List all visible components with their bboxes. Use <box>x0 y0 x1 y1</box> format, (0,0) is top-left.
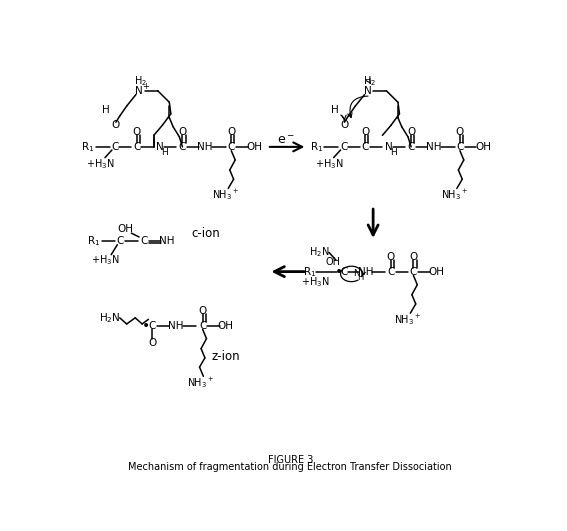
Text: H$_2$N: H$_2$N <box>308 245 329 259</box>
Text: OH: OH <box>475 142 491 152</box>
Text: C: C <box>117 236 124 246</box>
Text: z-ion: z-ion <box>211 350 240 363</box>
Text: C: C <box>141 236 148 246</box>
Text: R$_1$: R$_1$ <box>81 140 95 154</box>
Text: R$_1$: R$_1$ <box>87 234 101 248</box>
Text: C: C <box>111 142 119 152</box>
Text: +H$_3$N: +H$_3$N <box>301 275 329 288</box>
Text: OH: OH <box>117 224 133 234</box>
Text: C: C <box>456 142 464 152</box>
Text: NH: NH <box>168 321 183 330</box>
Text: H: H <box>161 148 168 157</box>
Text: NH$_3$$^+$: NH$_3$$^+$ <box>188 375 215 390</box>
Text: e$^-$: e$^-$ <box>277 134 295 147</box>
Text: H: H <box>102 105 109 115</box>
Text: C: C <box>133 142 141 152</box>
Text: •: • <box>335 264 343 279</box>
Text: NH$_3$$^+$: NH$_3$$^+$ <box>395 312 422 327</box>
Text: N: N <box>135 85 143 96</box>
Text: +H$_3$N: +H$_3$N <box>315 157 343 171</box>
Text: C: C <box>408 142 415 152</box>
Text: NH$_3$$^+$: NH$_3$$^+$ <box>212 187 239 202</box>
Text: C: C <box>341 267 348 277</box>
Text: H$_2$: H$_2$ <box>363 74 376 88</box>
Text: OH: OH <box>325 258 340 268</box>
Text: +H$_3$N: +H$_3$N <box>86 157 115 171</box>
Text: O: O <box>409 252 417 262</box>
Text: R$_1$: R$_1$ <box>303 265 316 279</box>
Text: +H$_3$N: +H$_3$N <box>91 253 120 267</box>
Text: O: O <box>227 127 235 137</box>
Text: +: + <box>142 82 149 91</box>
Text: O: O <box>387 252 395 262</box>
Text: FIGURE 3: FIGURE 3 <box>268 455 313 465</box>
Text: OH: OH <box>218 321 234 330</box>
Text: NH$_3$$^+$: NH$_3$$^+$ <box>441 187 468 202</box>
Text: R$_1$: R$_1$ <box>310 140 323 154</box>
Text: Mechanism of fragmentation during Electron Transfer Dissociation: Mechanism of fragmentation during Electr… <box>128 462 452 472</box>
Text: C: C <box>149 321 156 330</box>
Text: O: O <box>198 306 207 316</box>
Text: C: C <box>179 142 186 152</box>
Text: H: H <box>390 148 397 157</box>
Text: C: C <box>227 142 235 152</box>
Text: H$_2$: H$_2$ <box>134 74 147 88</box>
Text: H: H <box>358 273 364 282</box>
Text: c-ion: c-ion <box>191 227 220 239</box>
Text: O: O <box>179 127 187 137</box>
Text: H: H <box>331 105 338 115</box>
Text: N: N <box>353 269 359 278</box>
Text: C: C <box>362 142 369 152</box>
Text: NH: NH <box>358 267 373 277</box>
Text: O: O <box>456 127 464 137</box>
Text: C: C <box>387 267 395 277</box>
Text: NH: NH <box>159 236 175 246</box>
Text: •: • <box>142 319 150 332</box>
Text: NH: NH <box>426 142 441 152</box>
Text: N: N <box>385 142 392 152</box>
Text: O: O <box>340 121 349 130</box>
Text: N: N <box>364 85 371 96</box>
Text: OH: OH <box>428 267 444 277</box>
Text: O: O <box>361 127 370 137</box>
Text: NH: NH <box>197 142 213 152</box>
Text: O: O <box>148 338 156 348</box>
Text: C: C <box>410 267 417 277</box>
Text: N: N <box>156 142 164 152</box>
Text: OH: OH <box>247 142 263 152</box>
Text: H$_2$N: H$_2$N <box>99 311 120 325</box>
Text: O: O <box>112 121 120 130</box>
Text: O: O <box>407 127 415 137</box>
Text: O: O <box>133 127 141 137</box>
Text: C: C <box>199 321 206 330</box>
Text: C: C <box>340 142 348 152</box>
